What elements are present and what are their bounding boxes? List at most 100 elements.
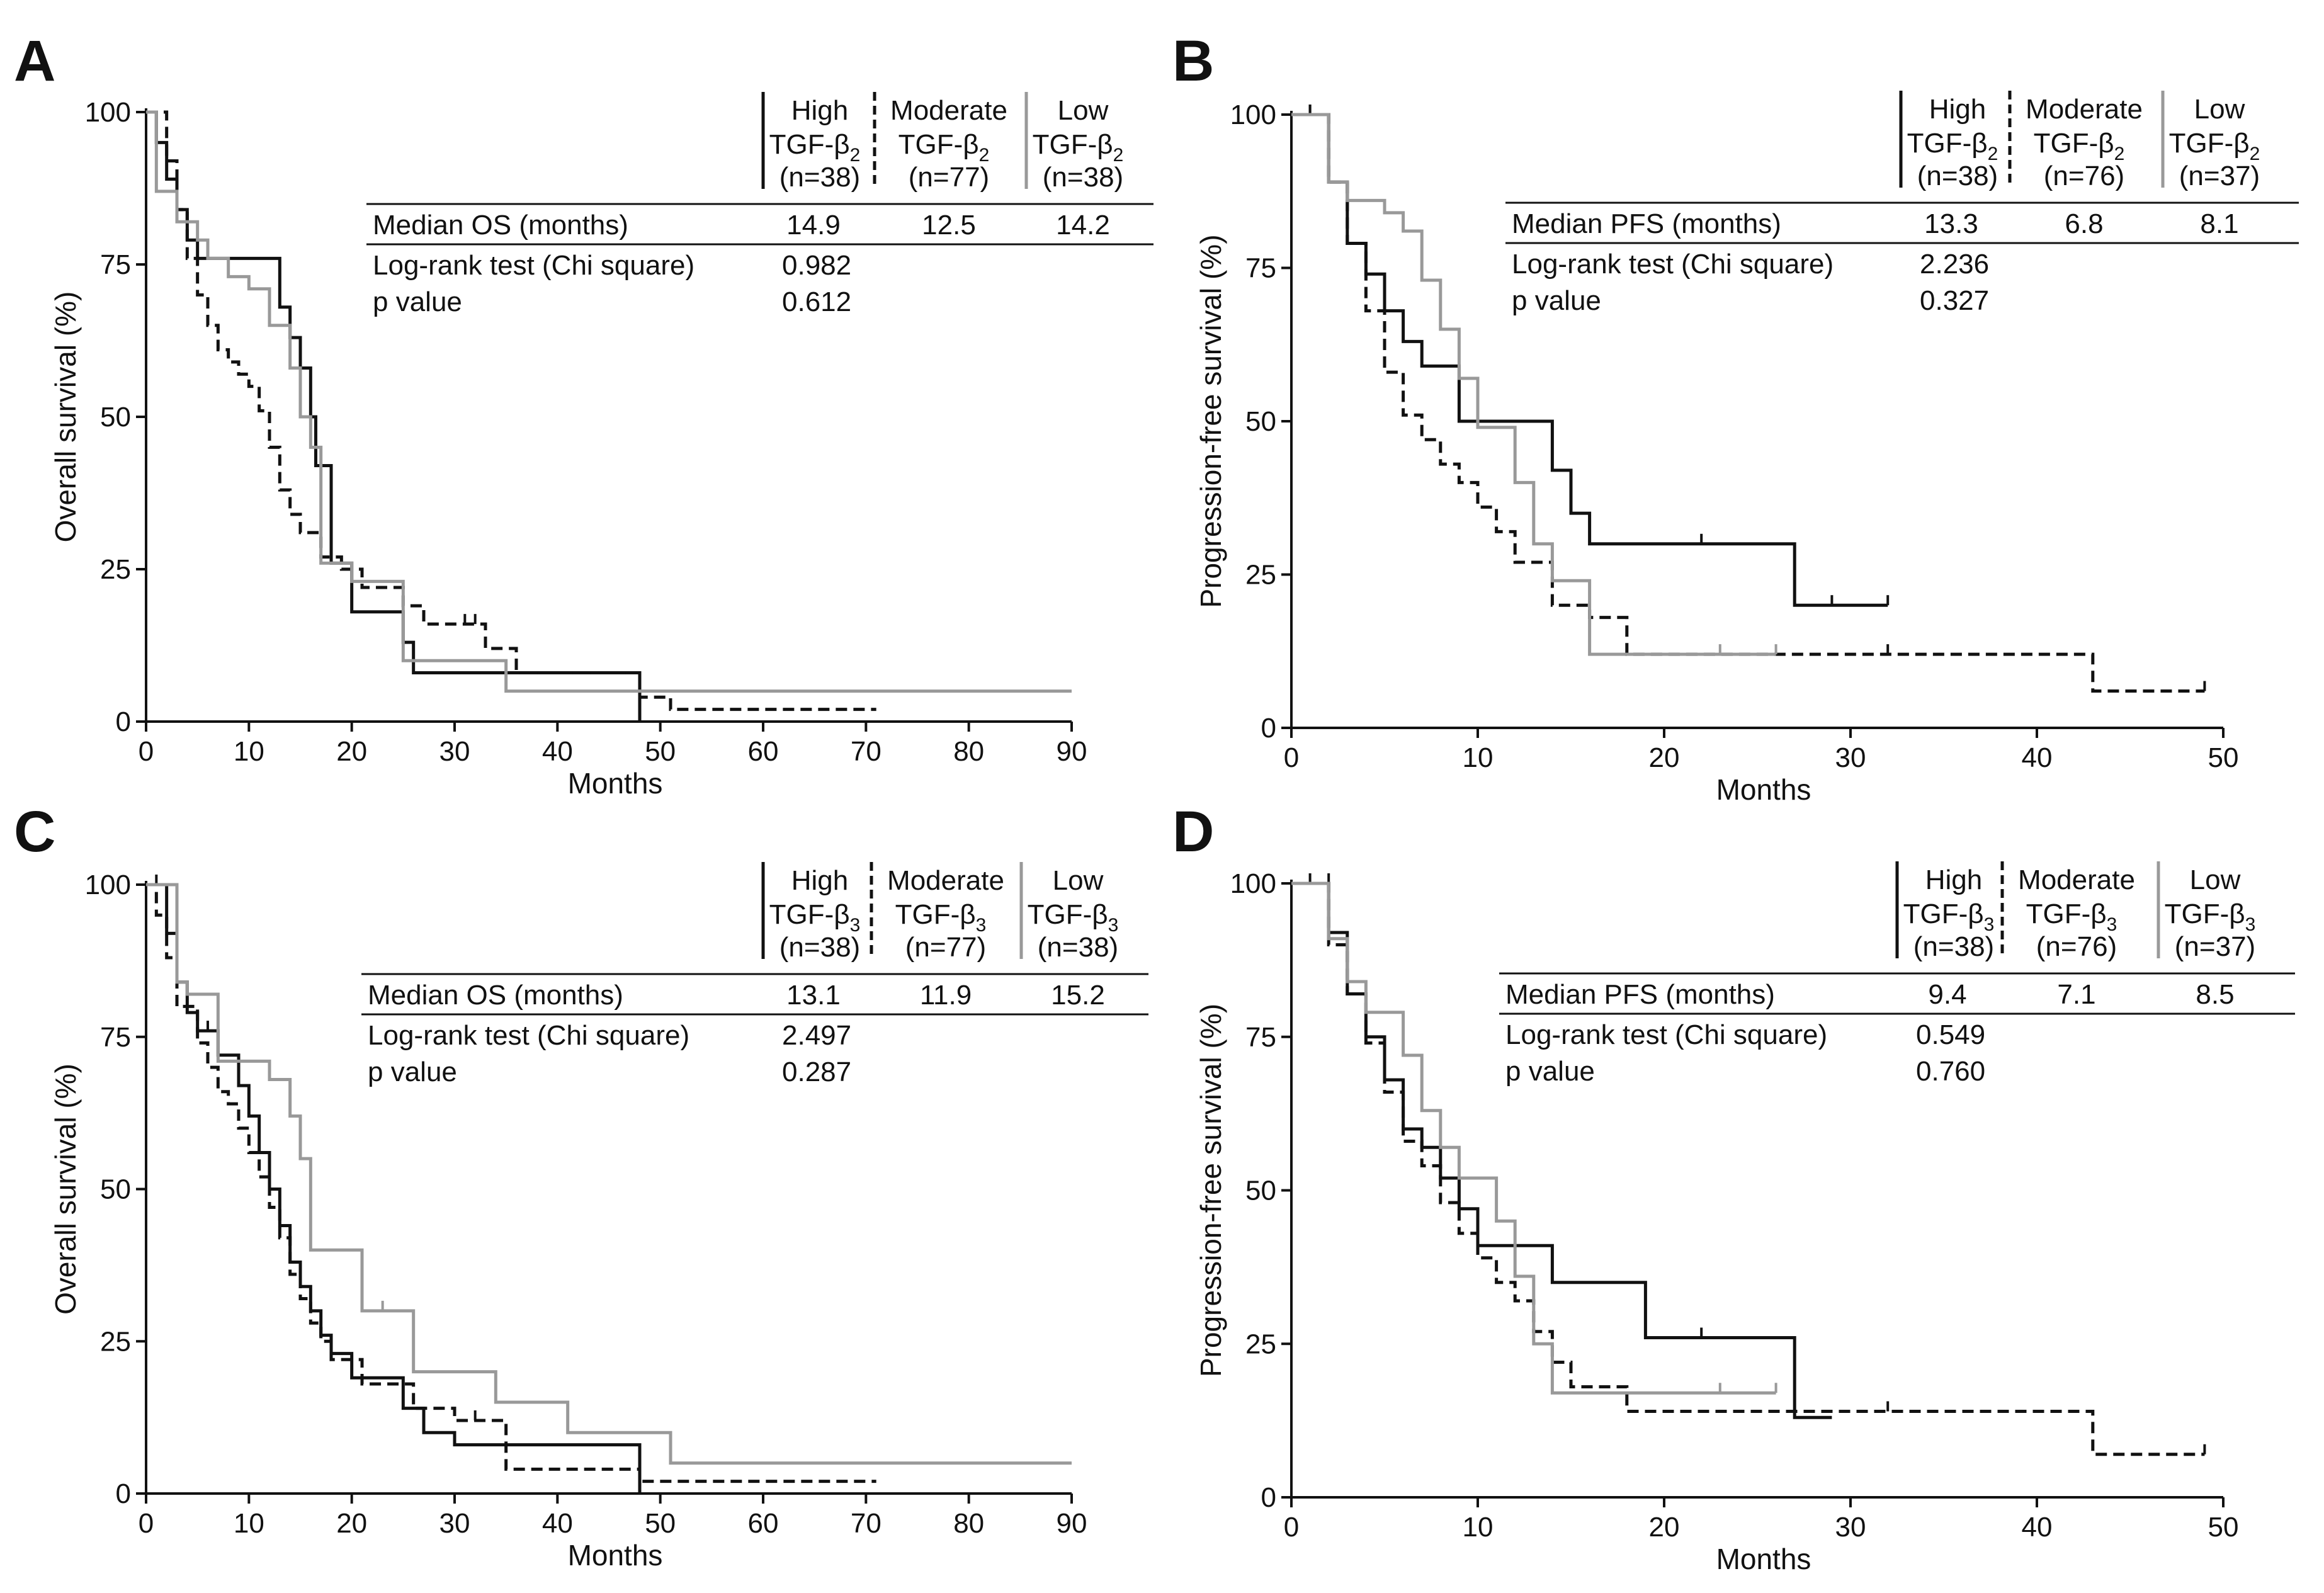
legend-group-marker: TGF-β2 — [769, 129, 861, 166]
median-value: 12.5 — [922, 210, 976, 241]
y-axis-title: Overall survival (%) — [49, 1063, 82, 1315]
x-tick-label: 50 — [645, 736, 676, 767]
legend-group-n: (n=76) — [2036, 931, 2117, 962]
legend-marker-subscript: 2 — [1988, 144, 1998, 164]
p-value: 0.327 — [1920, 285, 1989, 316]
x-axis-title: Months — [1716, 773, 1811, 806]
test-value: 0.549 — [1916, 1019, 1985, 1050]
legend-group-n: (n=37) — [2175, 931, 2255, 962]
test-value: 0.982 — [782, 250, 851, 281]
legend-marker-subscript: 2 — [979, 145, 990, 166]
median-label: Median OS (months) — [368, 980, 623, 1011]
legend-marker-name: TGF-β — [1907, 128, 1988, 159]
y-tick-label: 100 — [1230, 99, 1276, 130]
x-tick-label: 30 — [439, 1508, 470, 1539]
x-tick-label: 10 — [234, 1508, 264, 1539]
p-value: 0.612 — [782, 286, 851, 317]
survival-curve-low — [1291, 113, 1776, 656]
x-tick-label: 20 — [336, 1508, 367, 1539]
legend-group-label: High — [1929, 94, 1987, 125]
legend-marker-name: TGF-β — [1028, 899, 1108, 930]
x-tick-label: 80 — [953, 736, 984, 767]
legend-group-label: Low — [2190, 865, 2241, 895]
y-tick-label: 0 — [116, 706, 131, 737]
panel-letter: A — [14, 29, 55, 93]
x-tick-label: 30 — [1835, 1512, 1866, 1543]
x-tick-label: 0 — [1284, 742, 1299, 773]
p-value: 0.287 — [782, 1057, 851, 1087]
test-label: Log-rank test (Chi square) — [1512, 249, 1834, 280]
panel-c: C 0 10 20 30 40 50 60 70 80 90 0 25 50 75 100 Months Over… — [14, 800, 1148, 1572]
x-tick-label: 10 — [234, 736, 264, 767]
survival-curve-high — [1291, 113, 1888, 607]
y-tick-label: 50 — [1245, 406, 1276, 437]
y-tick-label: 50 — [100, 1174, 131, 1205]
survival-curve-low — [1291, 882, 1776, 1395]
legend-group-marker: TGF-β3 — [2026, 899, 2117, 935]
x-axis-title: Months — [1716, 1543, 1811, 1575]
y-tick-label: 75 — [100, 1022, 131, 1053]
x-axis-title: Months — [568, 767, 663, 800]
legend-group-label: High — [1925, 865, 1983, 895]
legend-group-n: (n=77) — [905, 932, 986, 963]
legend-marker-name: TGF-β — [769, 129, 850, 160]
legend-group-label: Moderate — [890, 95, 1007, 126]
legend-group-n: (n=77) — [909, 162, 989, 193]
y-tick-label: 100 — [1230, 868, 1276, 899]
legend-marker-subscript: 2 — [850, 145, 861, 166]
survival-curve-high — [1291, 882, 1832, 1419]
x-axis-title: Months — [568, 1539, 663, 1572]
legend-marker-subscript: 3 — [976, 915, 987, 936]
legend-group-marker: TGF-β3 — [895, 899, 987, 936]
median-value: 14.2 — [1056, 210, 1110, 241]
test-label: Log-rank test (Chi square) — [373, 250, 694, 281]
panel-letter: C — [14, 800, 55, 864]
median-value: 8.1 — [2200, 208, 2238, 239]
x-tick-label: 10 — [1463, 742, 1494, 773]
legend-marker-subscript: 2 — [2114, 144, 2125, 164]
x-tick-label: 40 — [542, 736, 573, 767]
x-tick-label: 20 — [1649, 1512, 1680, 1543]
p-label: p value — [1512, 285, 1601, 316]
x-tick-label: 50 — [645, 1508, 676, 1539]
x-tick-label: 10 — [1463, 1512, 1494, 1543]
x-tick-label: 80 — [953, 1508, 984, 1539]
survival-curve-low — [146, 110, 1072, 693]
legend-group-n: (n=38) — [1913, 931, 1994, 962]
x-tick-label: 70 — [851, 1508, 881, 1539]
legend-group-marker: TGF-β2 — [2034, 128, 2125, 164]
y-tick-label: 100 — [85, 870, 131, 900]
median-value: 13.3 — [1924, 208, 1978, 239]
y-axis-title: Overall survival (%) — [49, 292, 82, 543]
legend-group-n: (n=37) — [2179, 161, 2260, 191]
legend-group-label: Moderate — [887, 865, 1004, 896]
legend-group-marker: TGF-β2 — [1033, 129, 1124, 166]
legend-marker-subscript: 2 — [2250, 144, 2260, 164]
legend-group-label: Low — [1053, 865, 1104, 896]
legend-marker-subscript: 3 — [1108, 915, 1119, 936]
legend-marker-subscript: 3 — [1984, 914, 1995, 935]
test-label: Log-rank test (Chi square) — [368, 1020, 689, 1051]
x-tick-label: 60 — [748, 1508, 779, 1539]
test-value: 2.497 — [782, 1020, 851, 1051]
x-tick-label: 50 — [2208, 1512, 2239, 1543]
legend-group-n: (n=38) — [1043, 162, 1123, 193]
p-label: p value — [1505, 1056, 1595, 1087]
p-value: 0.760 — [1916, 1056, 1985, 1087]
legend-group-n: (n=38) — [779, 162, 860, 193]
y-tick-label: 75 — [1245, 1022, 1276, 1053]
survival-curve-low — [146, 883, 1072, 1465]
legend-group-n: (n=38) — [779, 932, 860, 963]
legend-marker-name: TGF-β — [2165, 899, 2245, 929]
x-tick-label: 30 — [1835, 742, 1866, 773]
y-tick-label: 25 — [1245, 1329, 1276, 1359]
median-value: 6.8 — [2065, 208, 2103, 239]
legend-marker-name: TGF-β — [1033, 129, 1113, 160]
legend-group-label: Low — [1058, 95, 1109, 126]
legend-marker-name: TGF-β — [2026, 899, 2107, 929]
legend-marker-name: TGF-β — [2169, 128, 2250, 159]
y-tick-label: 50 — [100, 402, 131, 433]
median-value: 11.9 — [920, 980, 972, 1011]
legend-group-marker: TGF-β3 — [1028, 899, 1119, 936]
